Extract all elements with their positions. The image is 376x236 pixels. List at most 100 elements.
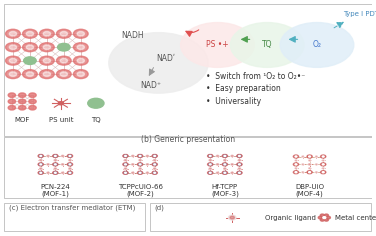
Circle shape <box>323 217 326 219</box>
Circle shape <box>225 155 227 157</box>
Circle shape <box>56 56 71 65</box>
Circle shape <box>323 156 325 158</box>
Circle shape <box>322 168 324 169</box>
Text: •  Easy preparation: • Easy preparation <box>206 84 281 93</box>
Circle shape <box>39 159 42 161</box>
Circle shape <box>8 99 15 104</box>
Circle shape <box>308 156 310 158</box>
Circle shape <box>153 160 156 161</box>
Circle shape <box>223 171 225 173</box>
Circle shape <box>320 156 323 157</box>
Circle shape <box>138 173 141 174</box>
Circle shape <box>224 164 227 166</box>
Circle shape <box>68 172 71 174</box>
Circle shape <box>124 160 127 161</box>
Circle shape <box>124 159 127 161</box>
Circle shape <box>152 155 155 157</box>
Circle shape <box>155 155 158 157</box>
Circle shape <box>296 172 299 173</box>
Circle shape <box>240 155 242 157</box>
Circle shape <box>323 171 325 172</box>
Circle shape <box>9 32 17 36</box>
Circle shape <box>38 172 41 173</box>
Circle shape <box>293 164 296 165</box>
Circle shape <box>238 173 240 174</box>
Text: •  Universality: • Universality <box>206 97 262 105</box>
Circle shape <box>46 164 50 165</box>
Circle shape <box>137 172 140 173</box>
Circle shape <box>153 171 155 173</box>
Circle shape <box>39 155 41 156</box>
Circle shape <box>309 156 311 157</box>
Circle shape <box>131 155 135 157</box>
Circle shape <box>47 172 49 173</box>
Circle shape <box>216 155 219 157</box>
Circle shape <box>55 163 57 164</box>
Circle shape <box>153 173 155 174</box>
Circle shape <box>70 156 72 157</box>
Circle shape <box>26 32 33 36</box>
Circle shape <box>225 172 227 173</box>
Circle shape <box>9 45 17 50</box>
Circle shape <box>223 155 225 156</box>
Circle shape <box>47 164 49 165</box>
Circle shape <box>230 23 304 67</box>
Circle shape <box>302 156 303 157</box>
Circle shape <box>223 164 225 166</box>
Circle shape <box>69 172 71 173</box>
Circle shape <box>43 72 50 76</box>
Circle shape <box>8 105 15 110</box>
Circle shape <box>295 160 297 161</box>
Circle shape <box>294 156 297 158</box>
Circle shape <box>139 168 141 169</box>
Circle shape <box>296 164 299 165</box>
Circle shape <box>70 164 72 166</box>
Circle shape <box>40 163 43 164</box>
Circle shape <box>223 163 225 164</box>
Circle shape <box>230 164 234 165</box>
Circle shape <box>208 155 211 156</box>
Circle shape <box>138 168 142 169</box>
Circle shape <box>124 171 126 173</box>
Circle shape <box>308 171 310 172</box>
Circle shape <box>230 216 234 219</box>
Circle shape <box>55 172 56 173</box>
Circle shape <box>53 171 56 173</box>
Circle shape <box>53 156 56 157</box>
Circle shape <box>18 93 26 97</box>
Circle shape <box>40 155 43 156</box>
Circle shape <box>154 164 157 166</box>
Circle shape <box>223 156 225 157</box>
Circle shape <box>223 155 226 157</box>
Circle shape <box>47 155 49 157</box>
Circle shape <box>153 159 156 161</box>
Circle shape <box>211 155 213 157</box>
Circle shape <box>296 156 298 158</box>
Circle shape <box>146 172 149 173</box>
Circle shape <box>322 156 324 157</box>
Circle shape <box>154 163 157 164</box>
Circle shape <box>40 156 43 157</box>
Circle shape <box>238 163 240 164</box>
Circle shape <box>308 155 310 156</box>
Circle shape <box>180 23 254 67</box>
Circle shape <box>308 160 311 161</box>
Circle shape <box>58 43 70 51</box>
Circle shape <box>222 164 224 165</box>
Circle shape <box>238 168 241 169</box>
Circle shape <box>69 164 71 165</box>
Circle shape <box>322 172 324 173</box>
Circle shape <box>125 173 127 174</box>
Circle shape <box>231 164 233 165</box>
Circle shape <box>124 168 127 169</box>
Circle shape <box>139 164 141 165</box>
Circle shape <box>138 155 141 156</box>
Circle shape <box>39 155 42 157</box>
Circle shape <box>222 172 224 173</box>
Circle shape <box>307 172 309 173</box>
Circle shape <box>237 164 239 165</box>
Circle shape <box>126 155 128 157</box>
Circle shape <box>138 156 141 157</box>
Circle shape <box>125 171 127 173</box>
Circle shape <box>125 164 127 166</box>
